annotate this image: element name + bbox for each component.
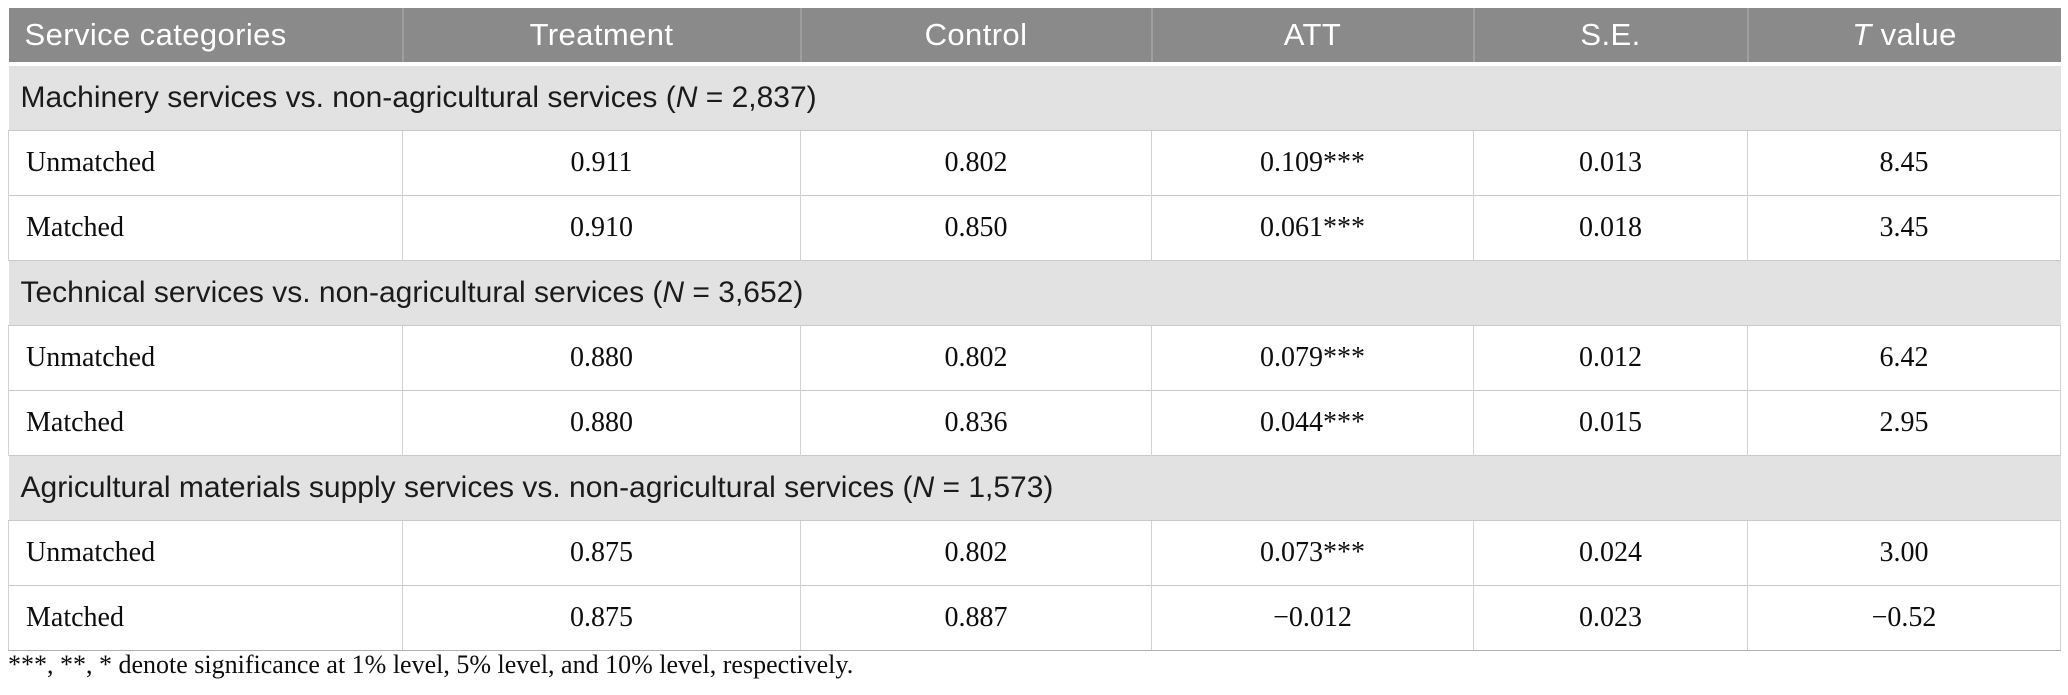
section-header-agri-materials: Agricultural materials supply services v…: [8, 455, 2061, 521]
col-header-att: ATT: [1150, 8, 1474, 66]
section-title: Agricultural materials supply services v…: [8, 455, 2061, 521]
att-cell: 0.061***: [1151, 195, 1474, 261]
control-cell: 0.802: [800, 130, 1152, 196]
control-cell: 0.887: [800, 585, 1152, 651]
se-cell: 0.013: [1473, 130, 1748, 196]
se-cell: 0.018: [1473, 195, 1748, 261]
section-title-suffix: = 1,573): [934, 471, 1054, 504]
att-cell: 0.073***: [1151, 520, 1474, 586]
treatment-cell: 0.875: [402, 520, 801, 586]
section-title-text: Machinery services vs. non-agricultural …: [20, 81, 676, 114]
section-title-n: N: [662, 276, 685, 309]
results-table-wrap: Service categories Treatment Control ATT…: [8, 8, 2061, 651]
treatment-cell: 0.880: [402, 325, 801, 391]
t-value-rest: value: [1871, 17, 1957, 52]
section-title-suffix: = 3,652): [684, 276, 804, 309]
col-header-treatment: Treatment: [401, 8, 801, 66]
control-cell: 0.850: [800, 195, 1152, 261]
section-title-n: N: [912, 471, 935, 504]
row-label-cell: Matched: [8, 585, 403, 651]
treatment-cell: 0.880: [402, 390, 801, 456]
section-title-text: Technical services vs. non-agricultural …: [20, 276, 663, 309]
control-cell: 0.802: [800, 325, 1152, 391]
table-row-agri-unmatched: Unmatched 0.875 0.802 0.073*** 0.024 3.0…: [8, 520, 2061, 586]
t-value-italic-t: T: [1852, 17, 1872, 52]
section-header-technical: Technical services vs. non-agricultural …: [8, 260, 2061, 326]
table-row-machinery-unmatched: Unmatched 0.911 0.802 0.109*** 0.013 8.4…: [8, 130, 2061, 196]
att-cell: 0.044***: [1151, 390, 1474, 456]
control-cell: 0.836: [800, 390, 1152, 456]
t-value-cell: 3.00: [1747, 520, 2061, 586]
treatment-cell: 0.910: [402, 195, 801, 261]
table-row-technical-matched: Matched 0.880 0.836 0.044*** 0.015 2.95: [8, 390, 2061, 456]
section-header-machinery: Machinery services vs. non-agricultural …: [8, 64, 2061, 131]
table-row-machinery-matched: Matched 0.910 0.850 0.061*** 0.018 3.45: [8, 195, 2061, 261]
header-row: Service categories Treatment Control ATT…: [8, 8, 2061, 66]
row-label-cell: Matched: [8, 195, 403, 261]
psm-att-results-table: Service categories Treatment Control ATT…: [8, 8, 2061, 651]
t-value-cell: 6.42: [1747, 325, 2061, 391]
table-row-agri-matched: Matched 0.875 0.887 −0.012 0.023 −0.52: [8, 585, 2061, 651]
t-value-cell: 3.45: [1747, 195, 2061, 261]
se-cell: 0.015: [1473, 390, 1748, 456]
row-label-cell: Unmatched: [8, 325, 403, 391]
att-cell: −0.012: [1151, 585, 1474, 651]
att-cell: 0.109***: [1151, 130, 1474, 196]
row-label-cell: Unmatched: [8, 130, 403, 196]
treatment-cell: 0.875: [402, 585, 801, 651]
col-header-control: Control: [799, 8, 1152, 66]
control-cell: 0.802: [800, 520, 1152, 586]
col-header-service-categories: Service categories: [8, 8, 403, 66]
se-cell: 0.023: [1473, 585, 1748, 651]
col-header-se: S.E.: [1472, 8, 1748, 66]
row-label-cell: Matched: [8, 390, 403, 456]
significance-footnote: ***, **, * denote significance at 1% lev…: [8, 650, 854, 679]
section-title-text: Agricultural materials supply services v…: [20, 471, 913, 504]
section-title-suffix: = 2,837): [697, 81, 817, 114]
t-value-cell: 2.95: [1747, 390, 2061, 456]
att-cell: 0.079***: [1151, 325, 1474, 391]
section-title: Technical services vs. non-agricultural …: [8, 260, 2061, 326]
table-row-technical-unmatched: Unmatched 0.880 0.802 0.079*** 0.012 6.4…: [8, 325, 2061, 391]
section-title: Machinery services vs. non-agricultural …: [8, 64, 2061, 131]
row-label-cell: Unmatched: [8, 520, 403, 586]
section-title-n: N: [675, 81, 698, 114]
treatment-cell: 0.911: [402, 130, 801, 196]
se-cell: 0.024: [1473, 520, 1748, 586]
col-header-t-value: T value: [1746, 8, 2061, 66]
t-value-cell: −0.52: [1747, 585, 2061, 651]
t-value-cell: 8.45: [1747, 130, 2061, 196]
se-cell: 0.012: [1473, 325, 1748, 391]
